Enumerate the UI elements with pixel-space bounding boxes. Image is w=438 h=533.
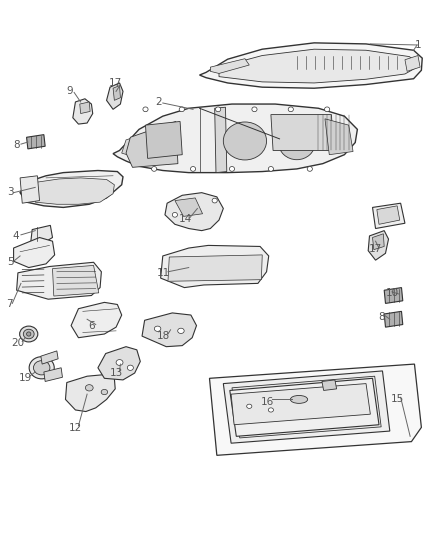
- Polygon shape: [271, 115, 334, 150]
- Polygon shape: [31, 225, 53, 245]
- Ellipse shape: [268, 166, 273, 171]
- Ellipse shape: [23, 329, 34, 339]
- Text: 4: 4: [12, 231, 19, 241]
- Polygon shape: [168, 255, 262, 281]
- Polygon shape: [122, 130, 163, 156]
- Polygon shape: [35, 178, 114, 204]
- Text: 17: 17: [109, 78, 122, 88]
- Polygon shape: [377, 206, 400, 224]
- Text: 20: 20: [11, 338, 25, 348]
- Polygon shape: [384, 288, 403, 303]
- Text: 13: 13: [110, 368, 123, 378]
- Ellipse shape: [101, 390, 108, 394]
- Text: 8: 8: [378, 312, 385, 321]
- Polygon shape: [230, 378, 379, 437]
- Ellipse shape: [247, 404, 252, 408]
- Ellipse shape: [268, 408, 273, 412]
- Polygon shape: [210, 59, 249, 74]
- Polygon shape: [126, 122, 178, 167]
- Polygon shape: [145, 122, 182, 158]
- Ellipse shape: [212, 198, 217, 203]
- Ellipse shape: [307, 166, 312, 171]
- Polygon shape: [20, 176, 39, 203]
- Polygon shape: [219, 49, 418, 83]
- Ellipse shape: [288, 107, 293, 112]
- Ellipse shape: [143, 107, 148, 112]
- Polygon shape: [20, 171, 123, 207]
- Polygon shape: [372, 234, 384, 249]
- Text: 9: 9: [67, 86, 73, 96]
- Text: 11: 11: [157, 268, 170, 278]
- Ellipse shape: [279, 125, 315, 160]
- Polygon shape: [232, 376, 381, 438]
- Ellipse shape: [252, 107, 257, 112]
- Ellipse shape: [33, 361, 50, 375]
- Ellipse shape: [20, 326, 38, 342]
- Polygon shape: [231, 384, 371, 425]
- Text: 14: 14: [179, 214, 192, 224]
- Polygon shape: [113, 86, 120, 100]
- Polygon shape: [175, 198, 202, 216]
- Polygon shape: [209, 364, 421, 455]
- Ellipse shape: [215, 107, 221, 112]
- Polygon shape: [98, 346, 140, 380]
- Text: 15: 15: [391, 394, 404, 405]
- Text: 19: 19: [19, 373, 32, 383]
- Polygon shape: [106, 83, 123, 109]
- Polygon shape: [73, 99, 93, 124]
- Ellipse shape: [191, 166, 196, 171]
- Polygon shape: [161, 245, 269, 288]
- Text: 10: 10: [385, 288, 399, 298]
- Ellipse shape: [127, 365, 134, 370]
- Polygon shape: [53, 265, 99, 296]
- Ellipse shape: [152, 166, 157, 171]
- Polygon shape: [44, 368, 63, 382]
- Polygon shape: [368, 231, 389, 260]
- Ellipse shape: [325, 107, 330, 112]
- Text: 2: 2: [155, 97, 162, 107]
- Text: 18: 18: [157, 331, 170, 341]
- Polygon shape: [27, 135, 45, 149]
- Ellipse shape: [27, 332, 31, 336]
- Ellipse shape: [116, 360, 123, 366]
- Polygon shape: [71, 302, 122, 338]
- Text: 17: 17: [369, 244, 382, 254]
- Polygon shape: [322, 380, 337, 391]
- Polygon shape: [41, 351, 58, 364]
- Polygon shape: [215, 107, 227, 173]
- Polygon shape: [66, 375, 115, 411]
- Polygon shape: [113, 104, 357, 173]
- Ellipse shape: [223, 122, 267, 160]
- Ellipse shape: [172, 213, 177, 217]
- Text: 8: 8: [13, 140, 20, 150]
- Text: 5: 5: [7, 257, 14, 267]
- Ellipse shape: [290, 395, 307, 403]
- Polygon shape: [142, 313, 197, 346]
- Polygon shape: [405, 55, 420, 71]
- Polygon shape: [14, 238, 55, 268]
- Polygon shape: [200, 43, 422, 88]
- Polygon shape: [17, 262, 101, 299]
- Text: 7: 7: [6, 300, 13, 310]
- Polygon shape: [325, 119, 353, 155]
- Polygon shape: [372, 203, 405, 229]
- Ellipse shape: [179, 107, 184, 112]
- Text: 12: 12: [69, 423, 82, 433]
- Text: 6: 6: [88, 320, 95, 330]
- Polygon shape: [384, 311, 403, 327]
- Polygon shape: [223, 371, 390, 443]
- Polygon shape: [165, 192, 223, 231]
- Ellipse shape: [29, 357, 54, 379]
- Text: 16: 16: [261, 397, 274, 407]
- Ellipse shape: [85, 385, 93, 391]
- Text: 1: 1: [415, 40, 421, 50]
- Ellipse shape: [154, 326, 161, 332]
- Text: 3: 3: [7, 187, 14, 197]
- Ellipse shape: [178, 328, 184, 334]
- Polygon shape: [80, 102, 90, 114]
- Ellipse shape: [230, 166, 235, 171]
